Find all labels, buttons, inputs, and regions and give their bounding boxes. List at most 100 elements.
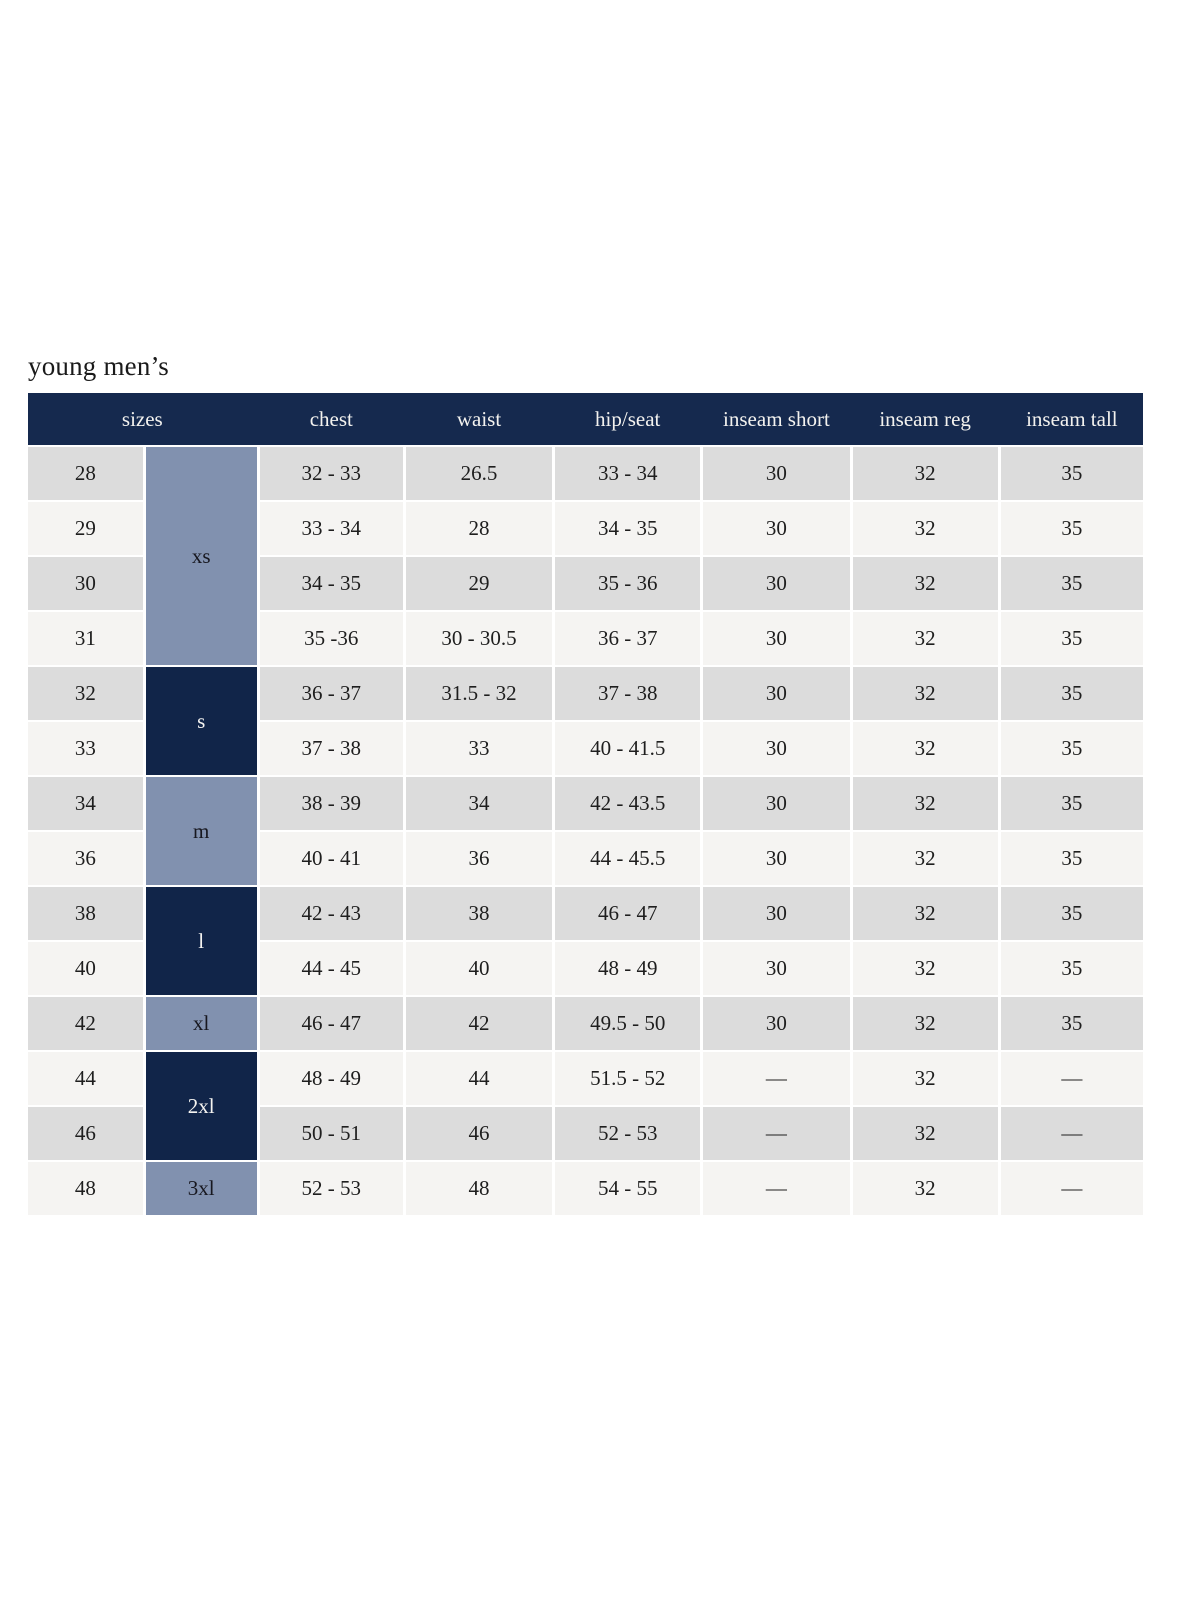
- hip-seat-cell: 37 - 38: [555, 667, 701, 721]
- inseam-short-cell: 30: [703, 777, 850, 831]
- hip-seat-cell: 48 - 49: [555, 942, 701, 996]
- inseam-reg-cell: 32: [852, 942, 998, 996]
- inseam-reg-cell: 32: [852, 557, 998, 611]
- size-number-cell: 40: [28, 942, 143, 996]
- hip-seat-cell: 51.5 - 52: [555, 1052, 701, 1106]
- table-header: sizes chest waist hip/seat inseam short …: [28, 393, 1143, 446]
- inseam-reg-cell: 32: [852, 1052, 998, 1106]
- size-group-cell: 3xl: [145, 1162, 257, 1216]
- chest-cell: 50 - 51: [259, 1107, 403, 1161]
- size-number-cell: 36: [28, 832, 143, 886]
- inseam-tall-cell: 35: [1000, 722, 1143, 776]
- chest-cell: 32 - 33: [259, 447, 403, 501]
- chest-cell: 34 - 35: [259, 557, 403, 611]
- size-number-cell: 34: [28, 777, 143, 831]
- header-hip-seat: hip/seat: [595, 406, 661, 431]
- size-number-cell: 46: [28, 1107, 143, 1161]
- inseam-tall-cell: —: [1000, 1107, 1143, 1161]
- header-sizes: sizes: [121, 406, 163, 431]
- inseam-short-cell: 30: [703, 557, 850, 611]
- inseam-reg-cell: 32: [852, 887, 998, 941]
- hip-seat-cell: 35 - 36: [555, 557, 701, 611]
- header-waist: waist: [456, 406, 502, 431]
- chest-cell: 35 -36: [259, 612, 403, 666]
- chest-cell: 36 - 37: [259, 667, 403, 721]
- inseam-tall-cell: 35: [1000, 832, 1143, 886]
- size-group-cell: l: [145, 887, 257, 996]
- size-number-cell: 31: [28, 612, 143, 666]
- inseam-tall-cell: 35: [1000, 997, 1143, 1051]
- inseam-reg-cell: 32: [852, 777, 998, 831]
- chest-cell: 52 - 53: [259, 1162, 403, 1216]
- waist-cell: 42: [405, 997, 553, 1051]
- inseam-tall-cell: 35: [1000, 667, 1143, 721]
- inseam-short-cell: 30: [703, 502, 850, 556]
- inseam-reg-cell: 32: [852, 722, 998, 776]
- chest-cell: 46 - 47: [259, 997, 403, 1051]
- waist-cell: 26.5: [405, 447, 553, 501]
- size-number-cell: 32: [28, 667, 143, 721]
- inseam-short-cell: 30: [703, 887, 850, 941]
- inseam-reg-cell: 32: [852, 1107, 998, 1161]
- size-group-cell: 2xl: [145, 1052, 257, 1161]
- waist-cell: 29: [405, 557, 553, 611]
- size-number-cell: 42: [28, 997, 143, 1051]
- header-inseam-short: inseam short: [723, 406, 830, 431]
- hip-seat-cell: 44 - 45.5: [555, 832, 701, 886]
- waist-cell: 44: [405, 1052, 553, 1106]
- waist-cell: 48: [405, 1162, 553, 1216]
- chest-cell: 37 - 38: [259, 722, 403, 776]
- waist-cell: 46: [405, 1107, 553, 1161]
- inseam-tall-cell: 35: [1000, 777, 1143, 831]
- inseam-reg-cell: 32: [852, 1162, 998, 1216]
- inseam-tall-cell: 35: [1000, 502, 1143, 556]
- inseam-short-cell: 30: [703, 667, 850, 721]
- size-number-cell: 33: [28, 722, 143, 776]
- inseam-short-cell: 30: [703, 612, 850, 666]
- size-number-cell: 30: [28, 557, 143, 611]
- inseam-tall-cell: 35: [1000, 942, 1143, 996]
- size-group-cell: xl: [145, 997, 257, 1051]
- inseam-tall-cell: 35: [1000, 887, 1143, 941]
- chest-cell: 38 - 39: [259, 777, 403, 831]
- inseam-short-cell: —: [703, 1052, 850, 1106]
- hip-seat-cell: 42 - 43.5: [555, 777, 701, 831]
- size-chart: young men’s sizes chest waist hip/seat i…: [28, 350, 1143, 1216]
- size-number-cell: 38: [28, 887, 143, 941]
- hip-seat-cell: 33 - 34: [555, 447, 701, 501]
- inseam-short-cell: —: [703, 1162, 850, 1216]
- inseam-short-cell: —: [703, 1107, 850, 1161]
- waist-cell: 36: [405, 832, 553, 886]
- hip-seat-cell: 36 - 37: [555, 612, 701, 666]
- inseam-tall-cell: 35: [1000, 447, 1143, 501]
- size-group-cell: s: [145, 667, 257, 776]
- size-number-cell: 29: [28, 502, 143, 556]
- inseam-short-cell: 30: [703, 942, 850, 996]
- inseam-tall-cell: —: [1000, 1162, 1143, 1216]
- inseam-short-cell: 30: [703, 997, 850, 1051]
- waist-cell: 38: [405, 887, 553, 941]
- hip-seat-cell: 49.5 - 50: [555, 997, 701, 1051]
- inseam-reg-cell: 32: [852, 447, 998, 501]
- page-title: young men’s: [28, 351, 169, 381]
- waist-cell: 28: [405, 502, 553, 556]
- waist-cell: 30 - 30.5: [405, 612, 553, 666]
- size-number-cell: 28: [28, 447, 143, 501]
- waist-cell: 34: [405, 777, 553, 831]
- hip-seat-cell: 34 - 35: [555, 502, 701, 556]
- inseam-short-cell: 30: [703, 832, 850, 886]
- size-group-cell: xs: [145, 447, 257, 666]
- inseam-short-cell: 30: [703, 447, 850, 501]
- inseam-reg-cell: 32: [852, 832, 998, 886]
- size-group-cell: m: [145, 777, 257, 886]
- header-chest: chest: [309, 406, 353, 431]
- inseam-tall-cell: 35: [1000, 612, 1143, 666]
- hip-seat-cell: 54 - 55: [555, 1162, 701, 1216]
- hip-seat-cell: 46 - 47: [555, 887, 701, 941]
- waist-cell: 40: [405, 942, 553, 996]
- header-inseam-tall: inseam tall: [1026, 406, 1118, 431]
- chest-cell: 42 - 43: [259, 887, 403, 941]
- inseam-tall-cell: —: [1000, 1052, 1143, 1106]
- chest-cell: 40 - 41: [259, 832, 403, 886]
- inseam-short-cell: 30: [703, 722, 850, 776]
